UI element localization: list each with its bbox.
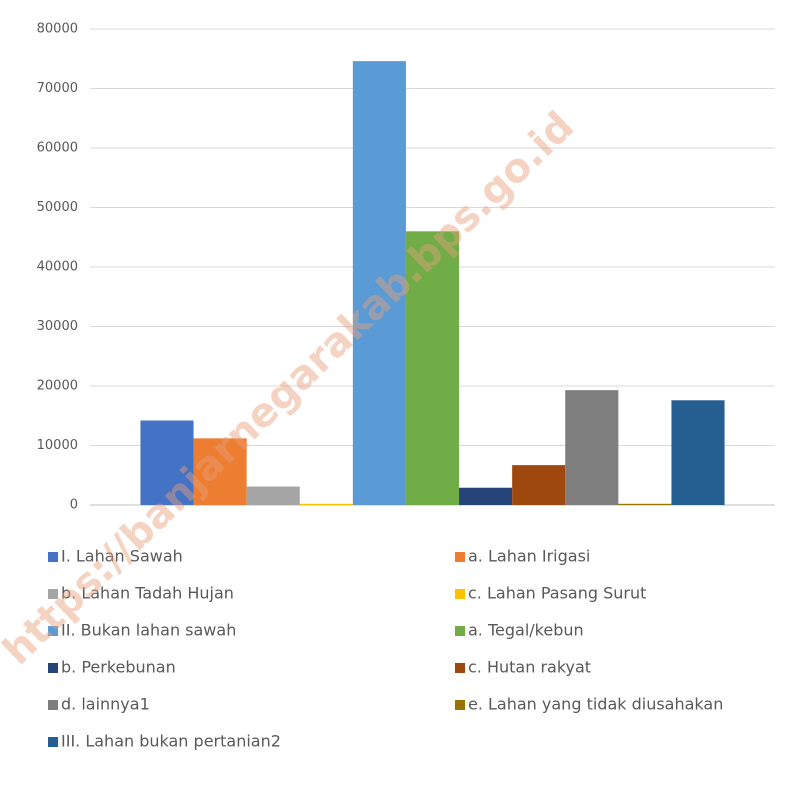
legend-label: c. Hutan rakyat — [468, 658, 591, 677]
y-tick-label: 50000 — [37, 200, 78, 215]
legend-label: e. Lahan yang tidak diusahakan — [468, 695, 723, 714]
legend-label: II. Bukan lahan sawah — [61, 621, 236, 640]
legend-label: b. Perkebunan — [61, 658, 176, 677]
legend-label: b. Lahan Tadah Hujan — [61, 584, 234, 603]
legend-swatch — [48, 663, 58, 673]
bar — [405, 231, 460, 506]
legend-label: I. Lahan Sawah — [61, 547, 183, 566]
y-tick-label: 70000 — [37, 81, 78, 96]
bar — [193, 438, 247, 505]
legend-label: c. Lahan Pasang Surut — [468, 584, 646, 603]
bar — [565, 390, 619, 505]
legend-label: d. lainnya1 — [61, 695, 150, 714]
bar — [246, 486, 300, 505]
bar — [512, 465, 566, 505]
y-tick-label: 20000 — [37, 379, 78, 394]
bar — [352, 61, 406, 505]
y-tick-label: 80000 — [37, 22, 78, 37]
legend-swatch — [455, 700, 465, 710]
legend-swatch — [48, 737, 58, 747]
y-tick-label: 10000 — [37, 438, 78, 453]
bar — [140, 420, 194, 505]
legend-swatch — [455, 589, 465, 599]
legend-label: III. Lahan bukan pertanian2 — [61, 732, 281, 751]
bar — [459, 487, 513, 505]
y-tick-label: 0 — [70, 498, 78, 513]
bar — [671, 400, 725, 505]
legend-swatch — [455, 626, 465, 636]
legend-label: a. Tegal/kebun — [468, 621, 584, 640]
legend-swatch — [48, 700, 58, 710]
legend-swatch — [48, 552, 58, 562]
legend-swatch — [48, 626, 58, 636]
y-tick-label: 40000 — [37, 260, 78, 275]
legend-swatch — [455, 663, 465, 673]
legend-label: a. Lahan Irigasi — [468, 547, 590, 566]
y-tick-label: 30000 — [37, 319, 78, 334]
bar — [299, 503, 353, 505]
y-tick-label: 60000 — [37, 141, 78, 156]
legend-swatch — [48, 589, 58, 599]
legend-swatch — [455, 552, 465, 562]
bar — [618, 503, 672, 505]
